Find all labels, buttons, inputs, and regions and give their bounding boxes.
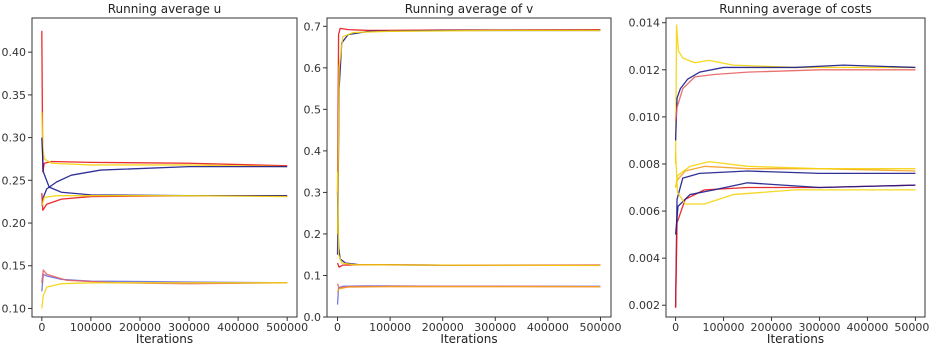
y-tick-label: 0.2: [304, 228, 322, 241]
x-tick-label: 500000: [579, 321, 621, 334]
x-axis-label: Iterations: [767, 332, 824, 345]
x-tick-label: 300000: [474, 321, 516, 334]
x-tick-label: 200000: [422, 321, 464, 334]
series-group: [336, 27, 601, 305]
y-tick-label: 0.20: [2, 217, 27, 230]
y-tick-label: 0.014: [629, 17, 661, 30]
chart-panel-3: Running average of costs 0.002 0.004 0.006 0…: [629, 2, 930, 345]
x-tick-label: 100000: [369, 321, 411, 334]
x-tick-label: 100000: [703, 321, 745, 334]
series-line-1: [674, 24, 916, 164]
y-tick-label: 0.002: [629, 299, 661, 312]
y-tick-label: 0.7: [304, 20, 322, 33]
x-tick-label: 400000: [527, 321, 569, 334]
y-tick-label: 0.15: [2, 260, 27, 273]
series-line-3: [674, 69, 916, 122]
y-tick-label: 0.008: [629, 158, 661, 171]
y-tick-label: 0.25: [2, 174, 27, 187]
x-tick-label: 300000: [798, 321, 840, 334]
x-tick-label: 0: [672, 321, 679, 334]
y-tick-label: 0.5: [304, 103, 322, 116]
x-axis-label: Iterations: [136, 332, 193, 345]
chart-panel-2: Running average of v 0.0 0.1 0.2 0.3 0.4 0.5 0.…: [304, 2, 622, 345]
series-line-6: [41, 195, 288, 207]
x-tick-label: 300000: [168, 321, 210, 334]
plot-frame: [326, 17, 612, 318]
y-tick-label: 0.3: [304, 186, 322, 199]
y-tick-label: 0.40: [2, 46, 27, 59]
series-line-9: [41, 282, 288, 309]
x-tick-label: 100000: [70, 321, 112, 334]
series-line-9: [674, 152, 916, 205]
series-line-5: [674, 160, 916, 188]
series-line-8: [41, 269, 288, 285]
x-tick-label: 200000: [751, 321, 793, 334]
y-tick-label: 0.010: [629, 111, 661, 124]
series-line-8: [674, 182, 916, 235]
series-line-6: [674, 170, 916, 308]
x-axis-label: Iterations: [440, 332, 497, 345]
y-tick-label: 0.30: [2, 132, 27, 145]
x-tick-label: 500000: [266, 321, 308, 334]
y-tick-label: 0.006: [629, 205, 661, 218]
chart-title: Running average of v: [405, 2, 533, 16]
x-tick-label: 500000: [894, 321, 930, 334]
y-tick-label: 0.4: [304, 145, 322, 158]
y-tick-label: 0.012: [629, 64, 661, 77]
series-line-3: [41, 166, 288, 207]
x-tick-label: 0: [38, 321, 45, 334]
y-tick-label: 0.1: [304, 269, 322, 282]
series-line-6: [336, 171, 601, 267]
y-tick-label: 0.6: [304, 62, 322, 75]
series-group: [674, 24, 916, 308]
x-tick-label: 200000: [119, 321, 161, 334]
series-line-3: [336, 29, 601, 234]
x-tick-label: 400000: [846, 321, 888, 334]
series-line-9: [336, 286, 601, 293]
y-tick-label: 0.004: [629, 252, 661, 265]
chart-title: Running average of costs: [719, 2, 871, 16]
y-tick-label: 0.10: [2, 302, 27, 315]
chart-panel-1: Running average u 0.10 0.15 0.20 0.25 0.30 0.3…: [2, 2, 309, 345]
chart-title: Running average u: [108, 2, 222, 16]
x-tick-label: 400000: [217, 321, 259, 334]
series-group: [41, 30, 288, 309]
series-line-2: [674, 64, 916, 141]
y-tick-label: 0.35: [2, 89, 27, 102]
x-tick-label: 0: [334, 321, 341, 334]
y-tick-label: 0.0: [304, 311, 322, 324]
